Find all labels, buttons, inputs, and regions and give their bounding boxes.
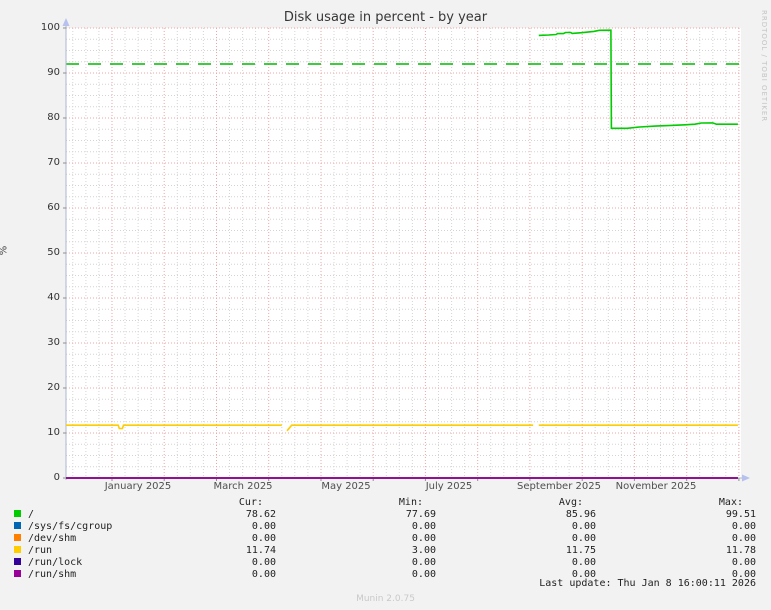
legend-value-avg: 0.00 <box>571 569 596 580</box>
y-tick-label: 20 <box>47 382 60 393</box>
y-tick-label: 60 <box>47 202 60 213</box>
legend-label: /run <box>28 545 53 556</box>
legend-value-max: 0.00 <box>731 521 756 532</box>
x-tick-label: September 2025 <box>517 481 601 492</box>
legend-value-min: 3.00 <box>411 545 436 556</box>
y-tick-label: 30 <box>47 337 60 348</box>
legend-value-min: 0.00 <box>411 521 436 532</box>
legend-value-max: 11.78 <box>725 545 756 556</box>
legend-value-cur: 0.00 <box>251 569 276 580</box>
legend-value-min: 0.00 <box>411 557 436 568</box>
legend-color-swatch <box>14 546 21 553</box>
y-tick-label: 40 <box>47 292 60 303</box>
legend-value-avg: 0.00 <box>571 533 596 544</box>
y-tick-label: 80 <box>47 112 60 123</box>
legend-value-avg: 85.96 <box>565 509 596 520</box>
legend-value-cur: 78.62 <box>245 509 276 520</box>
x-tick-label: July 2025 <box>425 481 473 492</box>
x-tick-label: November 2025 <box>615 481 697 492</box>
legend-label: /run/lock <box>28 557 83 568</box>
y-tick-label: 0 <box>53 472 60 483</box>
last-update: Last update: Thu Jan 8 16:00:11 2026 <box>539 578 756 589</box>
y-tick-label: 100 <box>40 22 60 33</box>
legend-value-cur: 0.00 <box>251 533 276 544</box>
legend-label: /dev/shm <box>28 533 77 544</box>
legend-label: /run/shm <box>28 569 77 580</box>
legend-color-swatch <box>14 558 21 565</box>
legend-value-max: 0.00 <box>731 569 756 580</box>
legend-column-header: Cur: <box>238 497 263 508</box>
legend-label: / <box>28 509 35 520</box>
legend-value-avg: 11.75 <box>565 545 596 556</box>
legend-value-min: 77.69 <box>405 509 436 520</box>
legend-value-min: 0.00 <box>411 569 436 580</box>
x-tick-label: March 2025 <box>213 481 273 492</box>
legend-value-max: 0.00 <box>731 533 756 544</box>
legend-label: /sys/fs/cgroup <box>28 521 113 532</box>
y-tick-label: 10 <box>47 427 60 438</box>
y-tick-label: 50 <box>47 247 60 258</box>
series-/ <box>538 29 738 130</box>
chart-title: Disk usage in percent - by year <box>283 10 488 25</box>
series-/run <box>286 424 534 432</box>
legend-color-swatch <box>14 570 21 577</box>
legend-value-cur: 0.00 <box>251 521 276 532</box>
legend-value-avg: 0.00 <box>571 557 596 568</box>
y-tick-label: 90 <box>47 67 60 78</box>
rrdtool-watermark: RRDTOOL / TOBI OETIKER <box>760 10 768 123</box>
legend-value-cur: 0.00 <box>251 557 276 568</box>
x-tick-label: May 2025 <box>321 481 371 492</box>
legend-color-swatch <box>14 534 21 541</box>
legend-column-header: Min: <box>398 497 423 508</box>
munin-version: Munin 2.0.75 <box>356 594 415 604</box>
legend-color-swatch <box>14 510 21 517</box>
series-/run <box>66 424 282 430</box>
legend-column-header: Max: <box>718 497 743 508</box>
legend-color-swatch <box>14 522 21 529</box>
legend-column-header: Avg: <box>558 497 583 508</box>
legend-value-cur: 11.74 <box>245 545 276 556</box>
legend-value-avg: 0.00 <box>571 521 596 532</box>
x-tick-label: January 2025 <box>104 481 172 492</box>
legend-value-min: 0.00 <box>411 533 436 544</box>
legend-value-max: 99.51 <box>725 509 756 520</box>
legend-value-max: 0.00 <box>731 557 756 568</box>
y-tick-label: 70 <box>47 157 60 168</box>
